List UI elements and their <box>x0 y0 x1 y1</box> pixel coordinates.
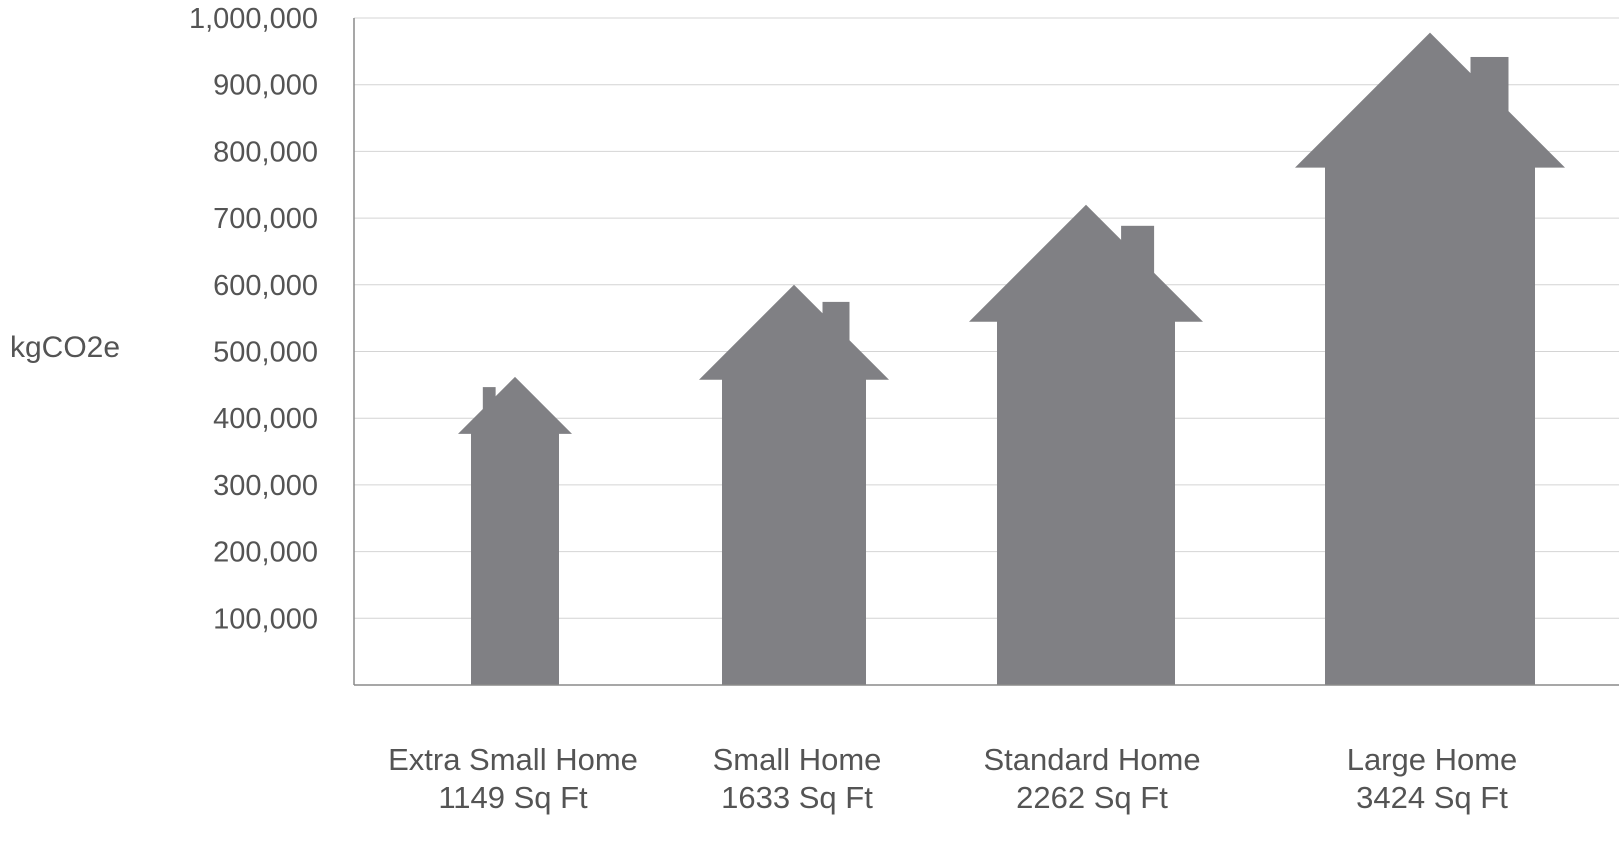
y-axis-label: kgCO2e <box>10 331 120 364</box>
house-body <box>722 378 866 685</box>
y-tick-label: 800,000 <box>213 136 318 168</box>
y-tick-label: 500,000 <box>213 337 318 369</box>
category-size-label: 3424 Sq Ft <box>1356 780 1508 815</box>
y-tick-label: 400,000 <box>213 403 318 435</box>
y-tick-label: 900,000 <box>213 70 318 102</box>
category-size-label: 1633 Sq Ft <box>721 780 873 815</box>
category-size-label: 2262 Sq Ft <box>1016 780 1168 815</box>
house-body <box>1325 166 1535 685</box>
y-tick-label: 600,000 <box>213 270 318 302</box>
house-body <box>997 320 1175 685</box>
y-tick-labels: 100,000 200,000 300,000 400,000 500,000 600,0… <box>189 3 318 635</box>
category-name-label: Small Home <box>713 742 882 777</box>
house-bar <box>969 204 1203 685</box>
category-name-label: Extra Small Home <box>388 742 638 777</box>
house-roof <box>699 284 889 380</box>
house-roof <box>969 204 1203 322</box>
y-tick-label: 200,000 <box>213 537 318 569</box>
house-chimney <box>822 301 850 347</box>
gridlines <box>354 17 1619 619</box>
house-bar <box>458 376 572 685</box>
house-bar <box>699 284 889 685</box>
y-tick-label: 700,000 <box>213 203 318 235</box>
category-name-label: Large Home <box>1347 742 1518 777</box>
house-chimney <box>1121 225 1155 277</box>
house-roof <box>1295 32 1565 168</box>
y-tick-label: 300,000 <box>213 470 318 502</box>
y-tick-label: 1,000,000 <box>189 3 318 35</box>
house-bars <box>458 32 1565 685</box>
axes <box>353 18 1619 686</box>
category-name-label: Standard Home <box>983 742 1200 777</box>
house-chimney <box>1470 56 1509 113</box>
house-roof <box>458 376 572 434</box>
house-body <box>471 432 559 685</box>
category-size-label: 1149 Sq Ft <box>438 780 588 815</box>
house-chimney <box>482 387 496 423</box>
y-tick-label: 100,000 <box>213 603 318 635</box>
house-bar <box>1295 32 1565 685</box>
